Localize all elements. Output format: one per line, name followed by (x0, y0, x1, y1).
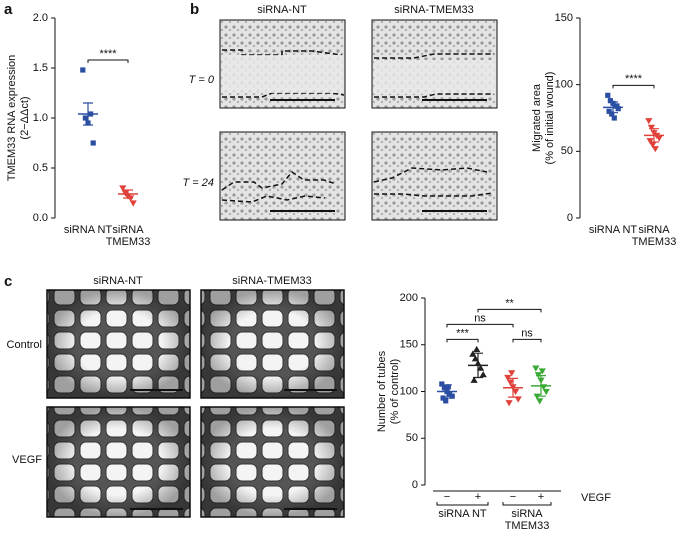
y-tick-label: 2.0 (33, 12, 48, 24)
data-point (532, 365, 540, 372)
y-axis-label: Migrated area (531, 83, 543, 152)
data-point (470, 376, 478, 383)
group-bracket (502, 502, 552, 506)
y-tick-label: 0.5 (33, 162, 48, 174)
y-tick-label: 0 (567, 212, 573, 224)
row-label: T = 0 (189, 74, 215, 86)
y-axis-label: (% of initial wound) (544, 72, 556, 165)
y-axis-label: (% of control) (389, 359, 401, 424)
y-tick-label: 150 (555, 12, 573, 24)
y-tick-label: 100 (400, 385, 418, 397)
group-bracket (436, 502, 489, 506)
x-tick-label: + (537, 491, 545, 503)
data-point (471, 355, 479, 362)
significance-bracket (446, 323, 514, 328)
data-point (647, 124, 655, 131)
error-bar (608, 101, 618, 114)
error-bar (473, 352, 483, 379)
column-label: siRNA-TMEM33 (232, 275, 311, 287)
data-point (80, 67, 86, 73)
y-tick-label: 1.5 (33, 62, 48, 74)
y-axis-label: Number of tubes (376, 350, 388, 432)
data-point (477, 364, 485, 371)
y-tick-label: 0.0 (33, 212, 48, 224)
data-point (504, 374, 512, 382)
significance-bracket (446, 338, 479, 343)
group-label: siRNA NT (438, 508, 487, 520)
data-point (469, 350, 477, 357)
significance-bracket (612, 84, 655, 89)
error-bar (83, 102, 93, 126)
factor-label: VEGF (581, 492, 611, 504)
column-label: siRNA-NT (257, 4, 307, 16)
y-tick-label: 200 (400, 292, 418, 304)
micrograph-c (46, 289, 345, 518)
data-point (82, 115, 88, 121)
error-bar (123, 189, 133, 199)
data-point (473, 345, 481, 353)
data-point (646, 138, 654, 145)
y-axis-label: (2−ΔΔct) (19, 96, 31, 139)
data-point (90, 140, 96, 146)
data-point (611, 115, 617, 121)
significance-label: ns (474, 312, 486, 324)
x-tick-label: siRNA NT (63, 224, 113, 236)
x-tick-label: siRNA NT (588, 224, 638, 236)
significance-bracket (512, 338, 542, 343)
row-label: Control (7, 339, 42, 351)
data-point (505, 400, 513, 407)
row-label: VEGF (12, 454, 42, 466)
significance-label: ns (521, 327, 533, 339)
group-label: siRNA TMEM33 (504, 508, 550, 532)
data-point (645, 118, 653, 125)
significance-label: **** (99, 48, 117, 60)
y-axis-label: TMEM33 RNA expression (6, 55, 18, 182)
column-label: siRNA-NT (93, 275, 143, 287)
x-tick-label: − (443, 491, 451, 503)
y-tick-label: 50 (406, 432, 418, 444)
data-point (605, 92, 611, 98)
data-point (649, 142, 657, 149)
y-tick-label: 0 (412, 479, 418, 491)
column-label: siRNA-TMEM33 (394, 4, 473, 16)
significance-bracket (477, 308, 542, 313)
error-bar (442, 384, 452, 399)
significance-label: **** (625, 73, 643, 85)
data-point (512, 388, 520, 396)
x-tick-label: siRNA TMEM33 (631, 224, 677, 248)
y-tick-label: 50 (561, 145, 573, 157)
data-point (119, 185, 127, 192)
panel-label: a (4, 1, 13, 18)
x-tick-label: + (474, 491, 482, 503)
panel-label: b (190, 1, 199, 18)
significance-bracket (87, 59, 129, 63)
micrograph-b (219, 19, 498, 221)
data-point (506, 379, 514, 386)
data-point (443, 398, 449, 404)
data-point (479, 371, 487, 378)
data-point (542, 388, 550, 396)
error-bar (649, 128, 659, 143)
row-label: T = 24 (183, 177, 215, 189)
y-tick-label: 1.0 (33, 112, 48, 124)
data-point (129, 200, 137, 207)
x-tick-label: − (509, 491, 517, 503)
data-point (538, 368, 546, 375)
data-point (508, 370, 516, 377)
data-point (651, 146, 659, 153)
y-tick-label: 150 (400, 339, 418, 351)
y-tick-label: 100 (555, 79, 573, 91)
data-point (655, 135, 663, 142)
data-point (536, 398, 544, 405)
panel-label: c (4, 273, 12, 290)
significance-label: *** (456, 327, 470, 339)
x-tick-label: siRNA TMEM33 (105, 224, 151, 248)
significance-label: ** (505, 297, 514, 309)
data-point (514, 396, 522, 403)
error-bar (508, 377, 518, 398)
error-bar (536, 375, 546, 397)
